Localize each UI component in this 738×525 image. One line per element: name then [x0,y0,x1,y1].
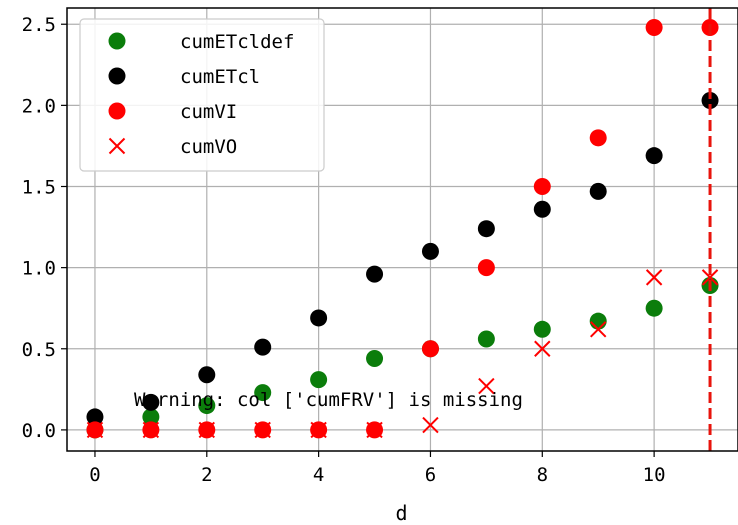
data-point [198,421,215,439]
data-point [477,259,495,277]
legend-label: cumVI [180,101,237,123]
data-point [534,340,551,357]
data-point [310,371,328,389]
data-point [533,200,551,218]
series-cumVO [86,269,719,439]
data-point [86,408,104,426]
x-tick-label: 10 [643,464,666,486]
data-point [589,312,607,330]
legend-label: cumETcl [180,66,260,88]
x-tick-label: 4 [313,464,324,486]
plot-marks [86,8,719,451]
data-point [421,340,439,358]
data-point [254,421,271,439]
data-point [254,384,272,402]
legend-item: cumETcldef [108,31,294,53]
data-point [310,309,328,327]
data-point [198,397,216,415]
y-tick-label: 0.5 [22,339,56,361]
y-tick-label: 2.5 [22,14,56,36]
data-point [533,320,551,338]
data-point [533,177,551,195]
x-axis-label: d [395,501,407,525]
legend-item: cumVI [108,101,237,123]
y-tick-label: 2.0 [22,95,56,117]
data-point [366,421,383,439]
data-point [701,269,719,286]
data-point [590,321,607,338]
data-point [254,338,272,356]
series-cumETcl [86,91,719,426]
x-tick-label: 6 [425,464,436,486]
data-point [310,421,327,439]
legend-marker [108,32,126,50]
y-tick-label: 0.0 [22,420,56,442]
plot-frame [66,7,738,452]
legend-label: cumETcldef [180,31,294,53]
legend-marker [108,137,126,155]
data-point [198,366,216,384]
data-point [366,350,384,368]
y-tick-label: 1.0 [22,258,56,280]
data-point [421,242,439,260]
data-point [142,393,160,411]
y-tick-label: 1.5 [22,176,56,198]
legend-box [79,18,325,172]
legend: cumETcldef cumETcl cumVI cumVO [79,18,325,172]
data-point [589,129,607,147]
data-point [86,421,104,439]
axis-ticks: 0 2 4 6 8 10 0.0 0.5 1.0 1.5 2.0 2.5 [22,14,666,486]
legend-label: cumVO [180,136,237,158]
data-point [477,330,495,348]
series-cumETcldef [86,276,719,439]
data-point [645,269,663,286]
legend-marker [108,67,126,85]
data-point [142,421,160,439]
data-point [645,18,663,36]
warning-annotation: Warning: col ['cumFRV'] is missing [134,389,523,411]
data-point [645,147,663,165]
x-tick-label: 2 [201,464,212,486]
x-tick-label: 8 [537,464,548,486]
x-tick-label: 0 [89,464,100,486]
legend-item: cumETcl [108,66,260,88]
data-point [366,265,384,283]
legend-item: cumVO [108,136,237,158]
data-point [422,416,439,434]
data-point [477,220,495,238]
data-point [645,299,663,317]
data-point [142,408,160,426]
data-point [478,377,495,395]
legend-marker [108,102,126,120]
data-point [589,182,607,200]
data-point [701,91,719,109]
